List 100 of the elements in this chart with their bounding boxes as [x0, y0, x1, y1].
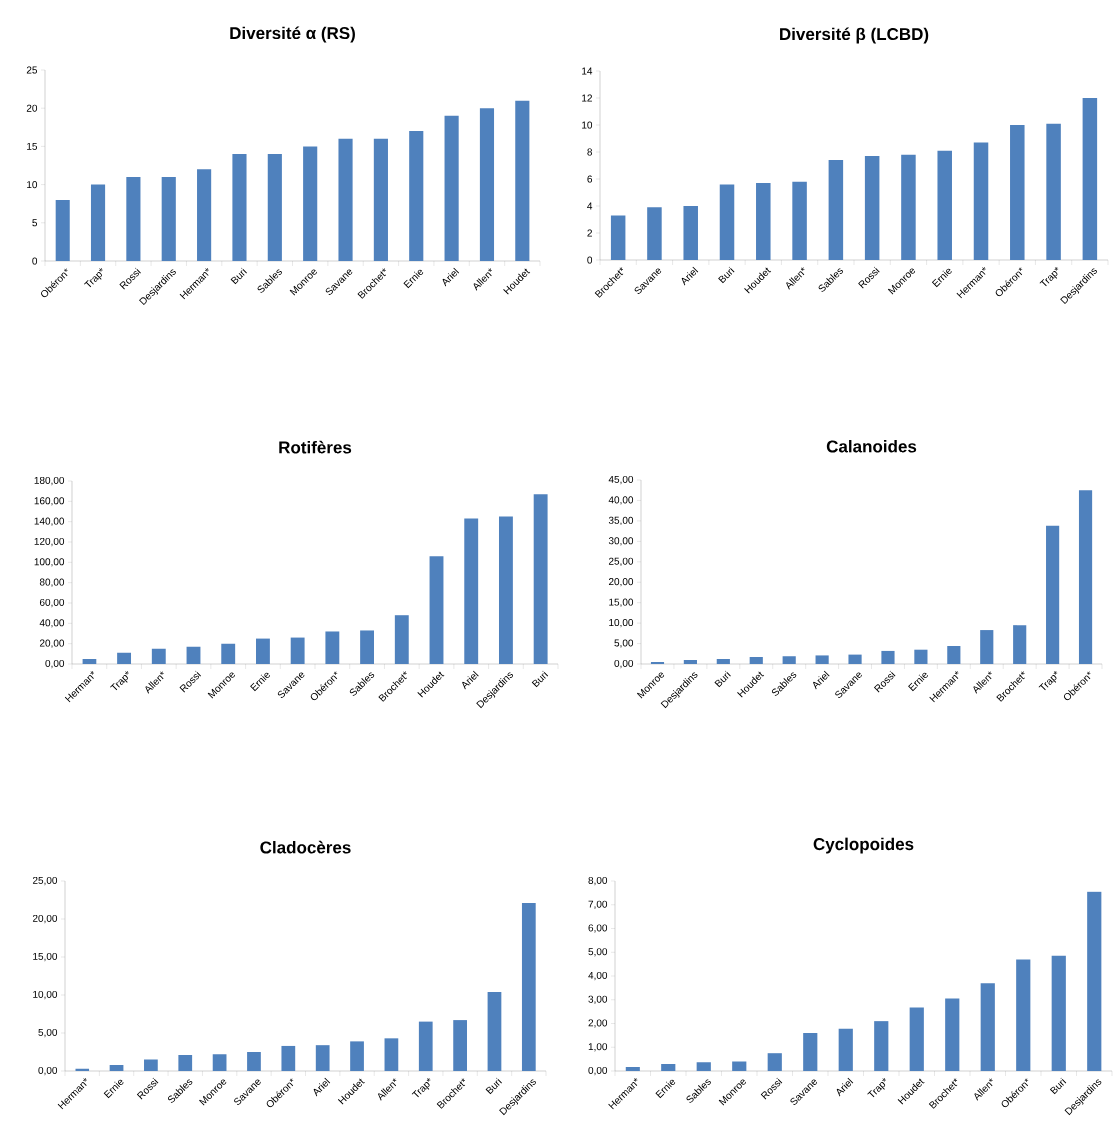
- y-tick-label: 14: [582, 67, 593, 75]
- y-tick-label: 160,00: [34, 497, 65, 506]
- bar: [281, 1045, 296, 1072]
- bar: [838, 1028, 853, 1072]
- bar: [409, 131, 424, 261]
- bar: [303, 146, 318, 261]
- bar: [533, 494, 548, 665]
- bar: [515, 100, 530, 261]
- bar: [350, 1041, 364, 1072]
- bar: [719, 184, 735, 260]
- bar: [126, 176, 141, 261]
- bar: [109, 1064, 124, 1072]
- bar: [151, 648, 166, 665]
- bar: [418, 1021, 433, 1072]
- chart-title: Rotifères: [279, 440, 352, 454]
- bar: [732, 1061, 747, 1072]
- y-tick-label: 180,00: [34, 476, 65, 486]
- x-tick-label: Buri: [1049, 1077, 1067, 1095]
- y-tick-label: 15: [27, 142, 38, 150]
- y-tick-label: 45,00: [608, 475, 634, 485]
- bar: [82, 658, 97, 665]
- y-tick-label: 4: [587, 202, 593, 210]
- y-tick-label: 0,00: [588, 1066, 608, 1076]
- bar: [782, 656, 796, 665]
- bar: [487, 991, 502, 1072]
- bar: [683, 206, 698, 260]
- bar: [683, 659, 697, 665]
- bar: [394, 615, 409, 665]
- y-tick-label: 2: [587, 229, 592, 237]
- bar: [647, 207, 662, 260]
- bar: [117, 652, 132, 665]
- bar: [1013, 625, 1027, 665]
- bar: [360, 630, 375, 665]
- bar: [186, 646, 201, 665]
- x-tick-label: Buri: [230, 267, 247, 285]
- bar: [1016, 959, 1031, 1072]
- bar: [255, 638, 270, 665]
- chart-title: Cyclopoides: [813, 837, 914, 854]
- chart-title: Diversité β (LCBD): [780, 27, 929, 44]
- y-tick-label: 1,00: [588, 1043, 608, 1052]
- bar: [828, 160, 844, 260]
- chart-title: Calanoides: [826, 440, 917, 453]
- bar: [881, 650, 895, 665]
- bar: [803, 1033, 818, 1072]
- y-tick-label: 10,00: [33, 990, 58, 1000]
- bar: [232, 154, 247, 261]
- bar: [625, 1066, 640, 1072]
- bar: [901, 154, 916, 260]
- bar: [498, 516, 513, 665]
- y-tick-label: 4,00: [588, 971, 608, 981]
- bar: [1082, 98, 1098, 260]
- bar: [247, 1052, 261, 1072]
- bar: [267, 154, 282, 261]
- bar: [937, 150, 952, 260]
- bar: [479, 108, 495, 261]
- bar: [650, 661, 665, 665]
- bar: [1078, 490, 1093, 665]
- y-tick-label: 120,00: [34, 537, 65, 547]
- y-tick-label: 10: [582, 121, 593, 129]
- y-tick-label: 8: [587, 148, 593, 156]
- y-tick-label: 40,00: [39, 619, 65, 628]
- y-tick-label: 12: [582, 94, 592, 102]
- y-tick-label: 20: [26, 104, 38, 112]
- y-tick-label: 10,00: [609, 618, 634, 628]
- y-tick-label: 25: [26, 66, 38, 74]
- chart-title: Cladocères: [260, 840, 351, 854]
- y-tick-label: 8,00: [588, 876, 608, 886]
- y-tick-label: 0,00: [614, 659, 634, 669]
- y-tick-label: 6: [587, 175, 593, 183]
- y-tick-label: 25,00: [32, 876, 58, 886]
- bar: [973, 142, 989, 260]
- bar: [792, 181, 807, 260]
- y-tick-label: 6,00: [588, 924, 608, 933]
- y-tick-label: 0,00: [45, 659, 65, 669]
- bar: [338, 138, 353, 261]
- chart-title: Diversité α (RS): [230, 26, 355, 43]
- x-tick-label: Buri: [718, 266, 735, 284]
- y-tick-label: 140,00: [34, 517, 65, 526]
- bar: [178, 1055, 193, 1072]
- bar: [1051, 955, 1066, 1072]
- y-tick-label: 80,00: [39, 578, 65, 587]
- y-tick-label: 35,00: [608, 516, 634, 526]
- bar: [767, 1053, 782, 1072]
- y-tick-label: 7,00: [588, 900, 608, 909]
- y-tick-label: 25,00: [608, 557, 634, 566]
- y-tick-label: 2,00: [588, 1019, 608, 1028]
- bar: [1046, 525, 1060, 665]
- bar: [945, 998, 960, 1072]
- y-tick-label: 0: [32, 257, 38, 265]
- x-tick-label: Buri: [714, 670, 731, 688]
- bar: [864, 156, 880, 260]
- bar: [716, 659, 730, 665]
- y-tick-label: 40,00: [608, 496, 634, 505]
- bar: [221, 643, 236, 665]
- bar: [384, 1038, 399, 1072]
- bar: [453, 1020, 467, 1072]
- bar: [290, 637, 305, 665]
- bar: [212, 1054, 227, 1072]
- bar: [756, 183, 771, 260]
- bar: [90, 184, 106, 261]
